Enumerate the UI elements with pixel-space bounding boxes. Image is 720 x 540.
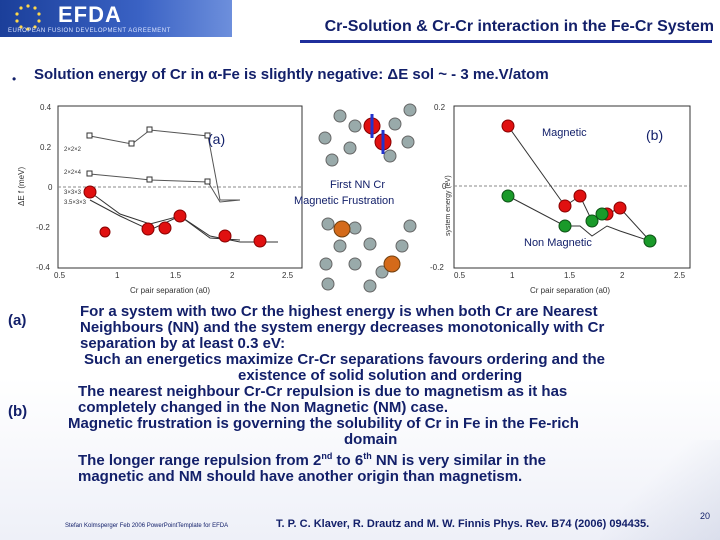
body-line: completely changed in the Non Magnetic (… — [78, 399, 449, 416]
right-ytick: 0 — [442, 182, 447, 191]
non-magnetic-label: Non Magnetic — [524, 237, 592, 249]
body-line: Such an energetics maximize Cr-Cr separa… — [84, 351, 605, 368]
right-xtick: 1.5 — [564, 271, 576, 280]
efda-logo: EFDA EUROPEAN FUSION DEVELOPMENT AGREEME… — [0, 0, 232, 37]
left-xtick: 2 — [230, 271, 235, 280]
body-line: Neighbours (NN) and the system energy de… — [80, 319, 605, 336]
left-ytick: 0 — [48, 183, 53, 192]
left-xtick: 2.5 — [282, 271, 294, 280]
lattice-nonmagnetic — [319, 217, 417, 293]
slide-title: Cr-Solution & Cr-Cr interaction in the F… — [324, 18, 714, 35]
left-xlabel: Cr pair separation (a0) — [130, 286, 210, 295]
body-line: domain — [344, 431, 398, 448]
body-line: existence of solid solution and ordering — [238, 367, 523, 384]
footer-credit: Stefan Kolmsperger Feb 2006 PowerPointTe… — [65, 523, 229, 529]
right-ytick: 0.2 — [434, 103, 446, 112]
left-xtick: 1 — [115, 271, 120, 280]
body-line: Magnetic frustration is governing the so… — [68, 415, 579, 432]
supercell-label: 3.5×3×3 — [64, 200, 87, 206]
body-line: The longer range repulsion from 2nd to 6… — [78, 451, 546, 469]
supercell-label: 3×3×3 — [64, 190, 82, 196]
footer-reference: T. P. C. Klaver, R. Drautz and M. W. Fin… — [276, 518, 650, 530]
corner-shade — [600, 440, 720, 540]
right-xtick: 1 — [510, 271, 515, 280]
body-text: For a system with two Cr the highest ene… — [60, 304, 710, 485]
bullet-text: Solution energy of Cr in α-Fe is slightl… — [34, 66, 549, 83]
figure-label-a: (a) — [208, 131, 225, 147]
bullet-dot: • — [12, 72, 17, 86]
right-xtick: 2.5 — [674, 271, 686, 280]
supercell-label: 2×2×4 — [64, 170, 82, 176]
left-ytick: -0.4 — [36, 263, 50, 272]
body-line: separation by at least 0.3 eV: — [80, 335, 286, 352]
title-underline — [300, 40, 712, 43]
logo-subtitle: EUROPEAN FUSION DEVELOPMENT AGREEMENT — [8, 28, 171, 34]
lattice-magnetic — [318, 103, 417, 167]
body-line: The nearest neighbour Cr-Cr repulsion is… — [78, 383, 568, 400]
magnetic-label: Magnetic — [542, 127, 587, 139]
eu-stars-icon — [15, 4, 41, 31]
right-xtick: 0.5 — [454, 271, 466, 280]
left-ytick: 0.4 — [40, 103, 52, 112]
figure-label-b: (b) — [646, 127, 663, 143]
left-ytick: -0.2 — [36, 223, 50, 232]
left-ylabel: ΔE f (meV) — [17, 167, 26, 206]
right-xlabel: Cr pair separation (a0) — [530, 286, 610, 295]
frustration-line-2: Magnetic Frustration — [294, 195, 394, 207]
figure: 0.4 0.2 0 -0.2 -0.4 0.5 1 1.5 2 2.5 Cr p… — [10, 96, 700, 300]
body-line: For a system with two Cr the highest ene… — [80, 303, 598, 320]
left-curve-1 — [89, 129, 240, 201]
left-ytick: 0.2 — [40, 143, 52, 152]
label-a: (a) — [8, 312, 27, 329]
right-ytick: -0.2 — [430, 263, 444, 272]
page-number: 20 — [700, 511, 711, 521]
right-xtick: 2 — [620, 271, 625, 280]
body-line: magnetic and NM should have another orig… — [78, 468, 523, 485]
left-curve-2 — [89, 173, 241, 203]
logo-text: EFDA — [58, 2, 122, 27]
label-b: (b) — [8, 403, 28, 420]
supercell-label: 2×2×2 — [64, 147, 82, 153]
frustration-line-1: First NN Cr — [330, 179, 385, 191]
left-xtick: 0.5 — [54, 271, 66, 280]
figure-svg: 0.4 0.2 0 -0.2 -0.4 0.5 1 1.5 2 2.5 Cr p… — [17, 103, 691, 295]
right-ylabel: system energy (eV) — [445, 175, 452, 236]
left-xtick: 1.5 — [170, 271, 182, 280]
header: EFDA EUROPEAN FUSION DEVELOPMENT AGREEME… — [0, 0, 720, 40]
